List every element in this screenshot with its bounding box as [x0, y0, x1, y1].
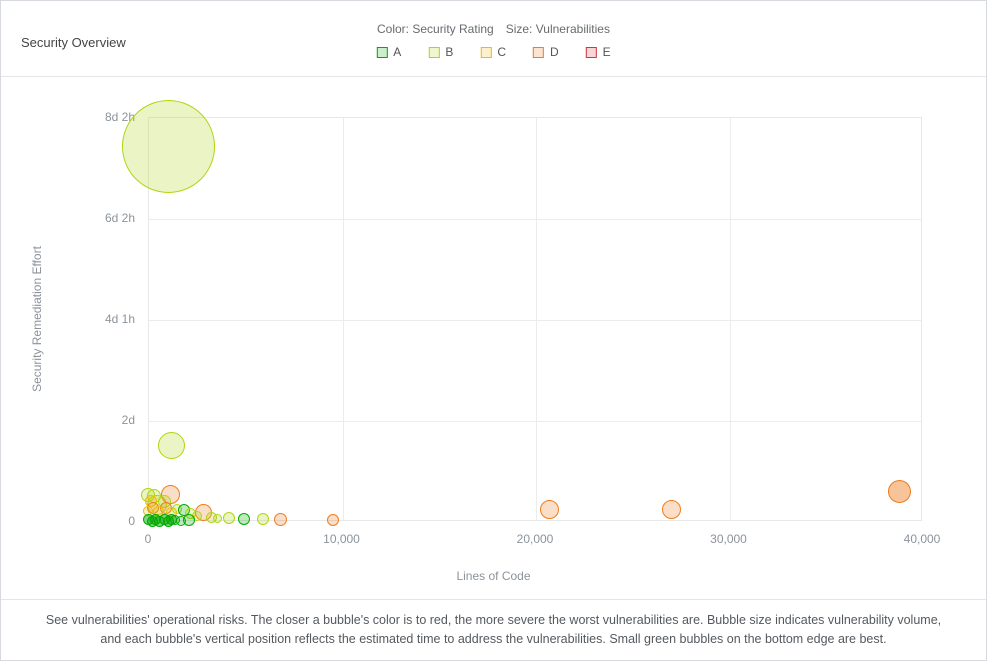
rating-a-swatch-icon [376, 46, 388, 58]
bubble[interactable] [274, 513, 288, 527]
bubble[interactable] [212, 514, 222, 524]
bubble[interactable] [237, 512, 250, 525]
x-axis-title: Lines of Code [456, 569, 531, 583]
rating-label: A [393, 45, 402, 59]
legend-rating-c: C [480, 45, 506, 59]
x-tick-label: 40,000 [903, 532, 941, 546]
plot-area [148, 117, 922, 521]
rating-label: E [602, 45, 611, 59]
page-title: Security Overview [21, 35, 126, 50]
gridline [149, 320, 921, 321]
bubble[interactable] [158, 431, 186, 459]
gridline [729, 118, 731, 520]
bubble[interactable] [183, 513, 195, 526]
rating-label: C [497, 45, 507, 59]
legend-rating-b: B [428, 45, 453, 59]
gridline [342, 118, 344, 520]
legend-ratings-row: A B C D E [376, 45, 611, 59]
rating-e-swatch-icon [585, 46, 597, 58]
description-line-1: See vulnerabilities' operational risks. … [45, 612, 942, 627]
x-tick-label: 0 [144, 532, 152, 546]
bubble[interactable] [222, 512, 235, 525]
x-tick-label: 20,000 [516, 532, 554, 546]
y-tick-label: 2d [121, 413, 135, 427]
chart-description: See vulnerabilities' operational risks. … [1, 599, 986, 660]
card-header: Security Overview Color: Security Rating… [1, 1, 986, 77]
legend-size-label: Size: Vulnerabilities [505, 22, 610, 36]
chart-legend: Color: Security Rating Size: Vulnerabili… [376, 22, 611, 59]
gridline [536, 118, 537, 520]
bubble[interactable] [326, 513, 339, 526]
rating-d-swatch-icon [533, 46, 545, 58]
x-tick-label: 30,000 [710, 532, 747, 546]
rating-b-swatch-icon [428, 46, 440, 58]
gridline [149, 421, 921, 422]
description-line-2: and each bubble's vertical position refl… [100, 632, 887, 646]
bubble[interactable] [122, 100, 216, 194]
y-tick-label: 6d 2h [104, 211, 135, 225]
bubble[interactable] [888, 479, 912, 503]
bubble[interactable] [256, 512, 269, 525]
rating-c-swatch-icon [480, 46, 492, 58]
legend-color-label: Color: Security Rating [376, 22, 494, 36]
rating-label: B [445, 45, 454, 59]
legend-meaning-row: Color: Security Rating Size: Vulnerabili… [376, 22, 610, 36]
bubble[interactable] [662, 500, 682, 520]
gridline [149, 219, 921, 220]
y-tick-label: 4d 1h [104, 312, 135, 326]
x-tick-label: 10,000 [323, 532, 360, 546]
legend-rating-d: D [533, 45, 559, 59]
legend-rating-e: E [585, 45, 611, 59]
bubble[interactable] [540, 499, 560, 519]
legend-rating-a: A [376, 45, 401, 59]
y-tick-label: 8d 2h [104, 110, 135, 124]
y-tick-label: 0 [128, 514, 135, 528]
rating-label: D [550, 45, 559, 59]
